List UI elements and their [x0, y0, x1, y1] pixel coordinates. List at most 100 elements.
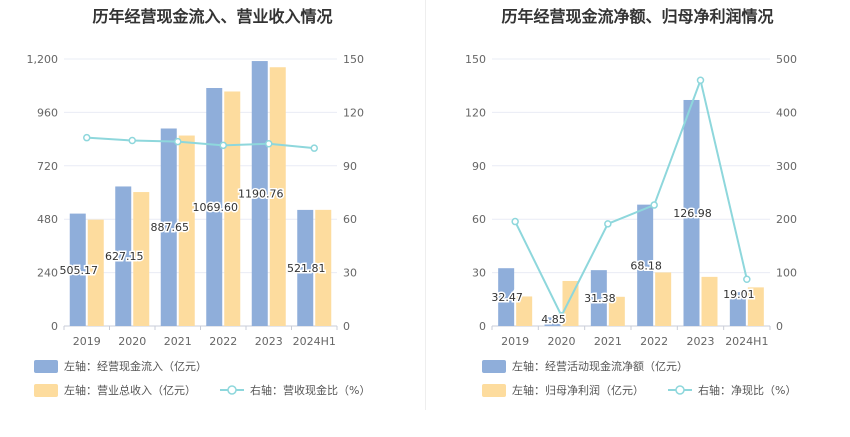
right-axis-tick-label: 400: [776, 106, 797, 119]
x-axis-tick-label: 2022: [209, 335, 237, 348]
bar-data-label: 31.38: [584, 292, 616, 305]
panel-divider: [425, 0, 426, 410]
legend-swatch: [34, 384, 58, 397]
x-axis-tick-label: 2023: [255, 335, 283, 348]
x-axis-tick-label: 2022: [640, 335, 668, 348]
bar-series2: [562, 280, 579, 326]
x-axis-tick-label: 2019: [73, 335, 101, 348]
line-point: [128, 136, 136, 145]
bar-data-label: 4.85: [541, 313, 566, 326]
right-axis-tick-label: 300: [776, 160, 797, 173]
bar-series2: [315, 209, 332, 326]
line-point: [83, 133, 91, 142]
bar-series2: [608, 296, 625, 326]
bar-series1: [729, 292, 746, 326]
line-point: [511, 217, 519, 226]
bar-series2: [516, 296, 533, 326]
x-axis-tick-label: 2021: [164, 335, 192, 348]
x-axis-tick-label: 2024H1: [293, 335, 336, 348]
right-axis-tick-label: 120: [343, 106, 364, 119]
legend-label: 左轴：经营现金流入（亿元）: [64, 359, 207, 373]
legend-marker: [227, 385, 237, 395]
bar-series1: [69, 213, 86, 326]
bar-series2: [269, 67, 286, 327]
line-series: [86, 136, 315, 150]
left-axis-tick-label: 0: [51, 320, 58, 333]
bar-series1: [498, 268, 515, 326]
bar-series2: [178, 135, 195, 326]
right-axis-tick-label: 200: [776, 213, 797, 226]
bar-series2: [224, 91, 241, 326]
line-point: [310, 144, 318, 152]
legend-swatch: [482, 384, 506, 397]
bar-data-label: 32.47: [491, 291, 523, 304]
line-point: [265, 139, 273, 148]
x-axis-tick-label: 2024H1: [725, 335, 768, 348]
left-axis-tick-label: 30: [472, 267, 486, 280]
legend-label: 右轴：营收现金比（%）: [250, 383, 370, 397]
legend-label: 左轴：营业总收入（亿元）: [64, 383, 196, 397]
left-axis-tick-label: 720: [37, 160, 58, 173]
legend-swatch: [34, 360, 58, 373]
right-axis-tick-label: 60: [343, 213, 357, 226]
legend-label: 左轴：经营活动现金流净额（亿元）: [512, 359, 688, 373]
chart-panel-right: 历年经营现金流净额、归母净利润情况 0 30 60 90 120 150 0 100 200 30…: [425, 0, 850, 437]
chart-panel-left: 历年经营现金流入、营业收入情况 0 240 480 720 960 1,200 0 30 60 9…: [27, 7, 370, 397]
left-axis-tick-label: 960: [37, 106, 58, 119]
right-axis-tick-label: 90: [343, 160, 357, 173]
line-point: [743, 275, 751, 283]
bar-series1: [590, 270, 607, 326]
line-point: [696, 76, 705, 85]
right-axis-tick-label: 500: [776, 53, 797, 66]
bar-series1: [297, 209, 314, 326]
bar-data-label: 627.15: [105, 250, 144, 263]
chart-left-svg: 0 240 480 720 960 1,200 0 30 60 90 120 150 2019 2020 2…: [27, 53, 370, 397]
bar-series2: [747, 287, 764, 326]
chart-title-left: 历年经营现金流入、营业收入情况: [92, 7, 333, 26]
x-axis-tick-label: 2019: [501, 335, 529, 348]
bar-data-label: 1069.60: [193, 201, 239, 214]
left-axis-tick-label: 1,200: [27, 53, 59, 66]
left-axis-tick-label: 60: [472, 213, 486, 226]
line-series: [514, 76, 748, 318]
legend-label: 右轴：净现比（%）: [698, 383, 796, 397]
line-point: [557, 311, 566, 320]
bar-series1: [683, 99, 700, 326]
line-point: [604, 220, 612, 228]
x-axis-tick-label: 2020: [118, 335, 146, 348]
bar-series2: [133, 192, 150, 326]
legend-marker: [675, 385, 685, 395]
right-axis-tick-label: 100: [776, 267, 797, 280]
bar-data-label: 505.17: [60, 264, 99, 277]
left-axis-tick-label: 120: [465, 106, 486, 119]
right-axis-tick-label: 150: [343, 53, 364, 66]
bar-series1: [206, 88, 223, 326]
bar-series2: [701, 276, 718, 326]
chart-right-svg: 0 30 60 90 120 150 0 100 200 300 400 500 2019 2020 202…: [465, 53, 797, 397]
bar-series2: [87, 219, 104, 326]
x-axis-tick-label: 2020: [548, 335, 576, 348]
left-axis-tick-label: 240: [37, 267, 58, 280]
bar-data-label: 521.81: [287, 262, 326, 275]
bar-data-label: 126.98: [673, 207, 712, 220]
line-point: [650, 201, 658, 209]
bar-series2: [655, 272, 672, 326]
bar-series1: [544, 317, 561, 326]
left-axis-tick-label: 480: [37, 213, 58, 226]
right-axis-tick-label: 0: [343, 320, 350, 333]
legend-swatch: [482, 360, 506, 373]
bar-series1: [115, 186, 132, 326]
bar-data-label: 1190.76: [238, 188, 284, 201]
right-axis-tick-label: 0: [776, 320, 783, 333]
left-axis-tick-label: 90: [472, 160, 486, 173]
bar-series1: [251, 61, 268, 326]
bar-data-label: 19.01: [723, 288, 755, 301]
line-point: [219, 141, 227, 150]
line-point: [174, 137, 182, 146]
legend-label: 左轴：归母净利润（亿元）: [512, 383, 644, 397]
left-axis-tick-label: 0: [479, 320, 486, 333]
right-axis-tick-label: 30: [343, 267, 357, 280]
chart-title-right: 历年经营现金流净额、归母净利润情况: [501, 7, 774, 26]
bar-series1: [160, 128, 177, 326]
